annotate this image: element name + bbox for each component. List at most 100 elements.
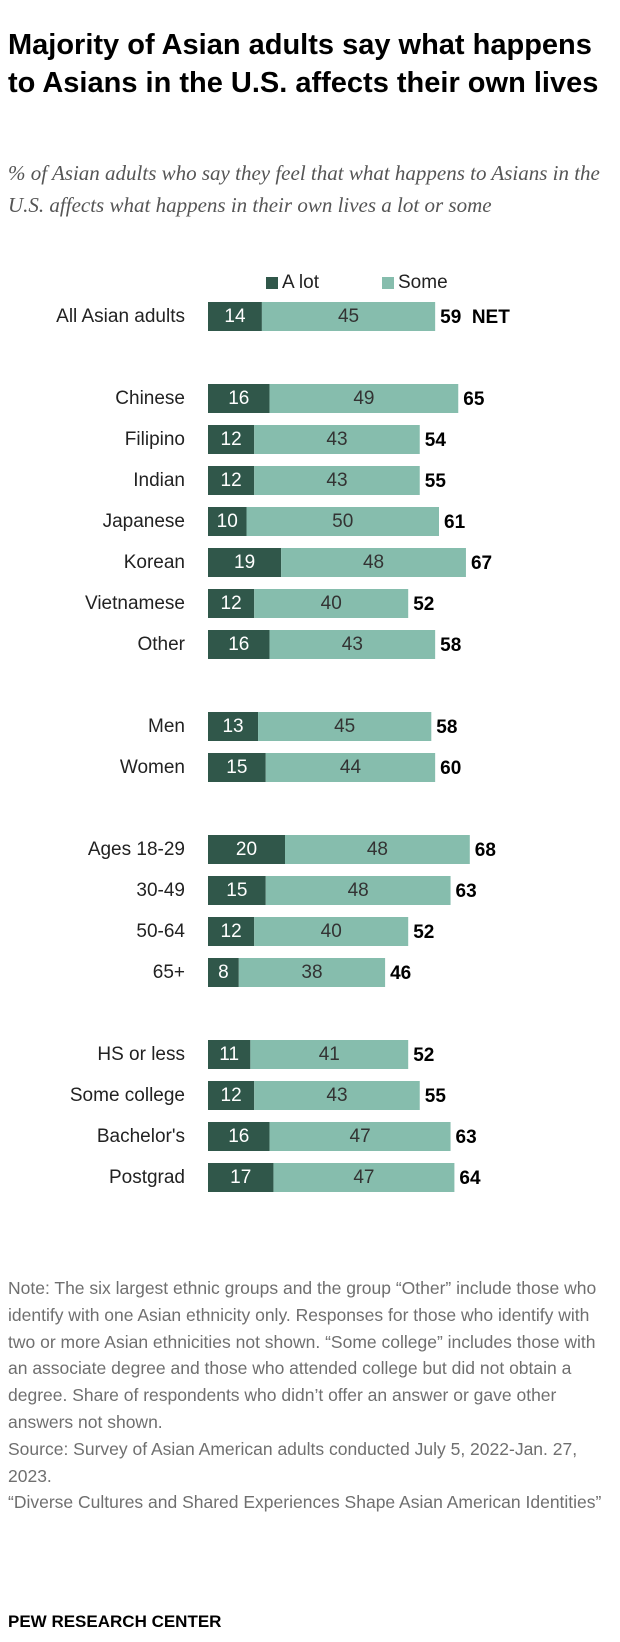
row-label: Postgrad <box>109 1167 185 1188</box>
bar-a-lot <box>208 384 270 413</box>
data-label-net: 68 <box>475 840 496 861</box>
data-label-net: 67 <box>471 553 492 574</box>
legend-item-a-lot: A lot <box>266 272 319 294</box>
data-label-a-lot: 15 <box>226 880 247 901</box>
data-label-some: 48 <box>363 552 384 573</box>
row-label: 30-49 <box>136 880 185 901</box>
bar-a-lot <box>208 712 259 741</box>
row-label: Women <box>120 757 185 778</box>
bar-some <box>285 835 470 864</box>
bar-some <box>265 753 436 782</box>
source-text: Source: Survey of Asian American adults … <box>8 1438 578 1486</box>
bar-some <box>281 548 466 577</box>
data-label-net: 52 <box>413 594 434 615</box>
bar-some <box>269 630 436 659</box>
bar-a-lot <box>208 1040 251 1069</box>
data-label-net: 61 <box>444 512 466 533</box>
bar-a-lot <box>208 589 255 618</box>
bar-a-lot <box>208 425 255 454</box>
data-label-a-lot: 12 <box>221 429 242 450</box>
data-label-a-lot: 12 <box>221 921 242 942</box>
bar-some <box>254 1081 420 1110</box>
data-label-a-lot: 15 <box>226 757 247 778</box>
data-label-a-lot: 12 <box>221 593 242 614</box>
data-label-some: 49 <box>353 388 374 409</box>
bar-a-lot <box>208 1122 270 1151</box>
report-title: “Diverse Cultures and Shared Experiences… <box>8 1492 602 1513</box>
data-label-some: 38 <box>301 962 322 983</box>
legend-swatch-a-lot <box>266 277 278 289</box>
data-label-some: 45 <box>338 306 359 327</box>
data-label-net: 58 <box>436 717 457 738</box>
data-label-a-lot: 16 <box>228 634 249 655</box>
data-label-net: 46 <box>390 963 411 984</box>
stacked-bar-chart: All Asian adults 14 45 59 NET Chinese 16 49 65 F… <box>56 302 510 1192</box>
data-label-a-lot: 17 <box>230 1167 251 1188</box>
bar-some <box>254 425 420 454</box>
legend-item-some: Some <box>382 272 448 294</box>
data-label-net: 65 <box>463 389 485 410</box>
data-label-net: 54 <box>425 430 447 451</box>
data-label-a-lot: 12 <box>221 470 242 491</box>
row-label: Men <box>148 716 185 737</box>
row-label: Japanese <box>103 511 185 532</box>
row-label: Korean <box>124 552 185 573</box>
bar-a-lot <box>208 876 266 905</box>
row-label: Indian <box>133 470 185 491</box>
bar-some <box>261 302 436 331</box>
brand-logo-text: PEW RESEARCH CENTER <box>8 1612 222 1631</box>
bar-some <box>273 1163 455 1192</box>
bar-a-lot <box>208 630 270 659</box>
data-label-some: 50 <box>332 511 353 532</box>
data-label-some: 43 <box>326 470 347 491</box>
legend-label-some: Some <box>398 272 448 293</box>
bar-some <box>269 384 459 413</box>
data-label-a-lot: 10 <box>217 511 238 532</box>
bar-a-lot <box>208 466 255 495</box>
bar-a-lot <box>208 917 255 946</box>
bar-a-lot <box>208 835 285 864</box>
data-label-a-lot: 11 <box>219 1044 239 1065</box>
data-label-a-lot: 12 <box>221 1085 242 1106</box>
data-label-some: 44 <box>340 757 362 778</box>
data-label-some: 43 <box>342 634 363 655</box>
legend-swatch-some <box>382 277 394 289</box>
data-label-net: 63 <box>456 881 477 902</box>
bar-a-lot <box>208 1081 255 1110</box>
data-label-net: 63 <box>456 1127 477 1148</box>
data-label-some: 40 <box>321 593 342 614</box>
row-label: Other <box>137 634 185 655</box>
data-label-some: 41 <box>319 1044 340 1065</box>
chart-title: Majority of Asian adults say what happen… <box>8 29 599 99</box>
data-label-net: 52 <box>413 1045 434 1066</box>
data-label-net: 59 NET <box>440 307 510 328</box>
data-label-net: 58 <box>440 635 461 656</box>
data-label-a-lot: 16 <box>228 388 249 409</box>
data-label-a-lot: 16 <box>228 1126 249 1147</box>
chart-subtitle: % of Asian adults who say they feel that… <box>8 161 600 217</box>
row-label: All Asian adults <box>56 306 185 327</box>
note-text: Note: The six largest ethnic groups and … <box>8 1278 597 1432</box>
row-label: 50-64 <box>136 921 185 942</box>
bar-a-lot <box>208 753 266 782</box>
row-label: Some college <box>70 1085 185 1106</box>
data-label-net: 55 <box>425 471 447 492</box>
row-label: 65+ <box>153 962 185 983</box>
data-label-a-lot: 8 <box>218 962 229 983</box>
row-label: Filipino <box>125 429 185 450</box>
data-label-some: 43 <box>326 429 347 450</box>
row-label: Chinese <box>115 388 185 409</box>
bar-some <box>250 1040 409 1069</box>
bar-a-lot <box>208 548 282 577</box>
data-label-some: 40 <box>321 921 342 942</box>
bar-some <box>254 466 420 495</box>
bar-some <box>269 1122 451 1151</box>
bar-a-lot <box>208 302 262 331</box>
data-label-some: 48 <box>367 839 388 860</box>
bar-some <box>246 507 439 536</box>
data-label-net: 52 <box>413 922 434 943</box>
data-label-some: 48 <box>348 880 369 901</box>
data-label-a-lot: 19 <box>234 552 255 573</box>
bar-a-lot <box>208 1163 274 1192</box>
notes-section: Note: The six largest ethnic groups and … <box>8 1275 608 1516</box>
